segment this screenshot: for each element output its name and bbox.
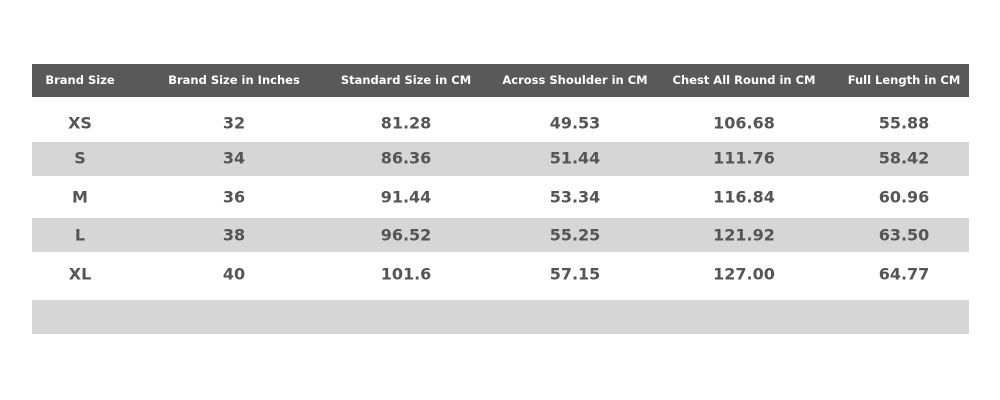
row-shade xyxy=(32,142,969,176)
table-cell: 53.34 xyxy=(549,187,601,207)
table-cell: 91.44 xyxy=(380,187,432,207)
table-cell: M xyxy=(72,187,88,207)
table-cell: 81.28 xyxy=(380,113,432,133)
table-cell: L xyxy=(74,225,86,245)
table-cell: 111.76 xyxy=(713,148,775,168)
table-cell: S xyxy=(74,148,86,168)
table-cell: 38 xyxy=(222,225,246,245)
table-cell: 60.96 xyxy=(878,187,930,207)
table-cell: 55.88 xyxy=(878,113,930,133)
table-cell: 36 xyxy=(222,187,246,207)
table-cell: 106.68 xyxy=(713,113,775,133)
table-cell: 32 xyxy=(222,113,246,133)
header-row xyxy=(32,64,969,97)
column-header: Brand Size in Inches xyxy=(168,73,300,87)
table-cell: 57.15 xyxy=(549,264,601,284)
table-cell: 58.42 xyxy=(878,148,930,168)
column-header: Chest All Round in CM xyxy=(672,73,816,87)
table-cell: XS xyxy=(68,113,92,133)
column-header: Across Shoulder in CM xyxy=(502,73,648,87)
table-cell: 49.53 xyxy=(549,113,601,133)
column-header: Full Length in CM xyxy=(847,73,961,87)
row-shade xyxy=(32,218,969,252)
column-header: Standard Size in CM xyxy=(340,73,472,87)
table-cell: 63.50 xyxy=(878,225,930,245)
table-cell: 121.92 xyxy=(713,225,775,245)
table-cell: 116.84 xyxy=(713,187,775,207)
table-cell: 127.00 xyxy=(713,264,775,284)
table-cell: 101.6 xyxy=(380,264,432,284)
table-cell: 96.52 xyxy=(380,225,432,245)
table-cell: 64.77 xyxy=(878,264,930,284)
empty-row xyxy=(32,300,969,334)
table-cell: 51.44 xyxy=(549,148,601,168)
table-cell: 40 xyxy=(222,264,246,284)
table-cell: XL xyxy=(68,264,92,284)
table-cell: 86.36 xyxy=(380,148,432,168)
table-cell: 55.25 xyxy=(549,225,601,245)
column-header: Brand Size xyxy=(45,73,115,87)
table-cell: 34 xyxy=(222,148,246,168)
